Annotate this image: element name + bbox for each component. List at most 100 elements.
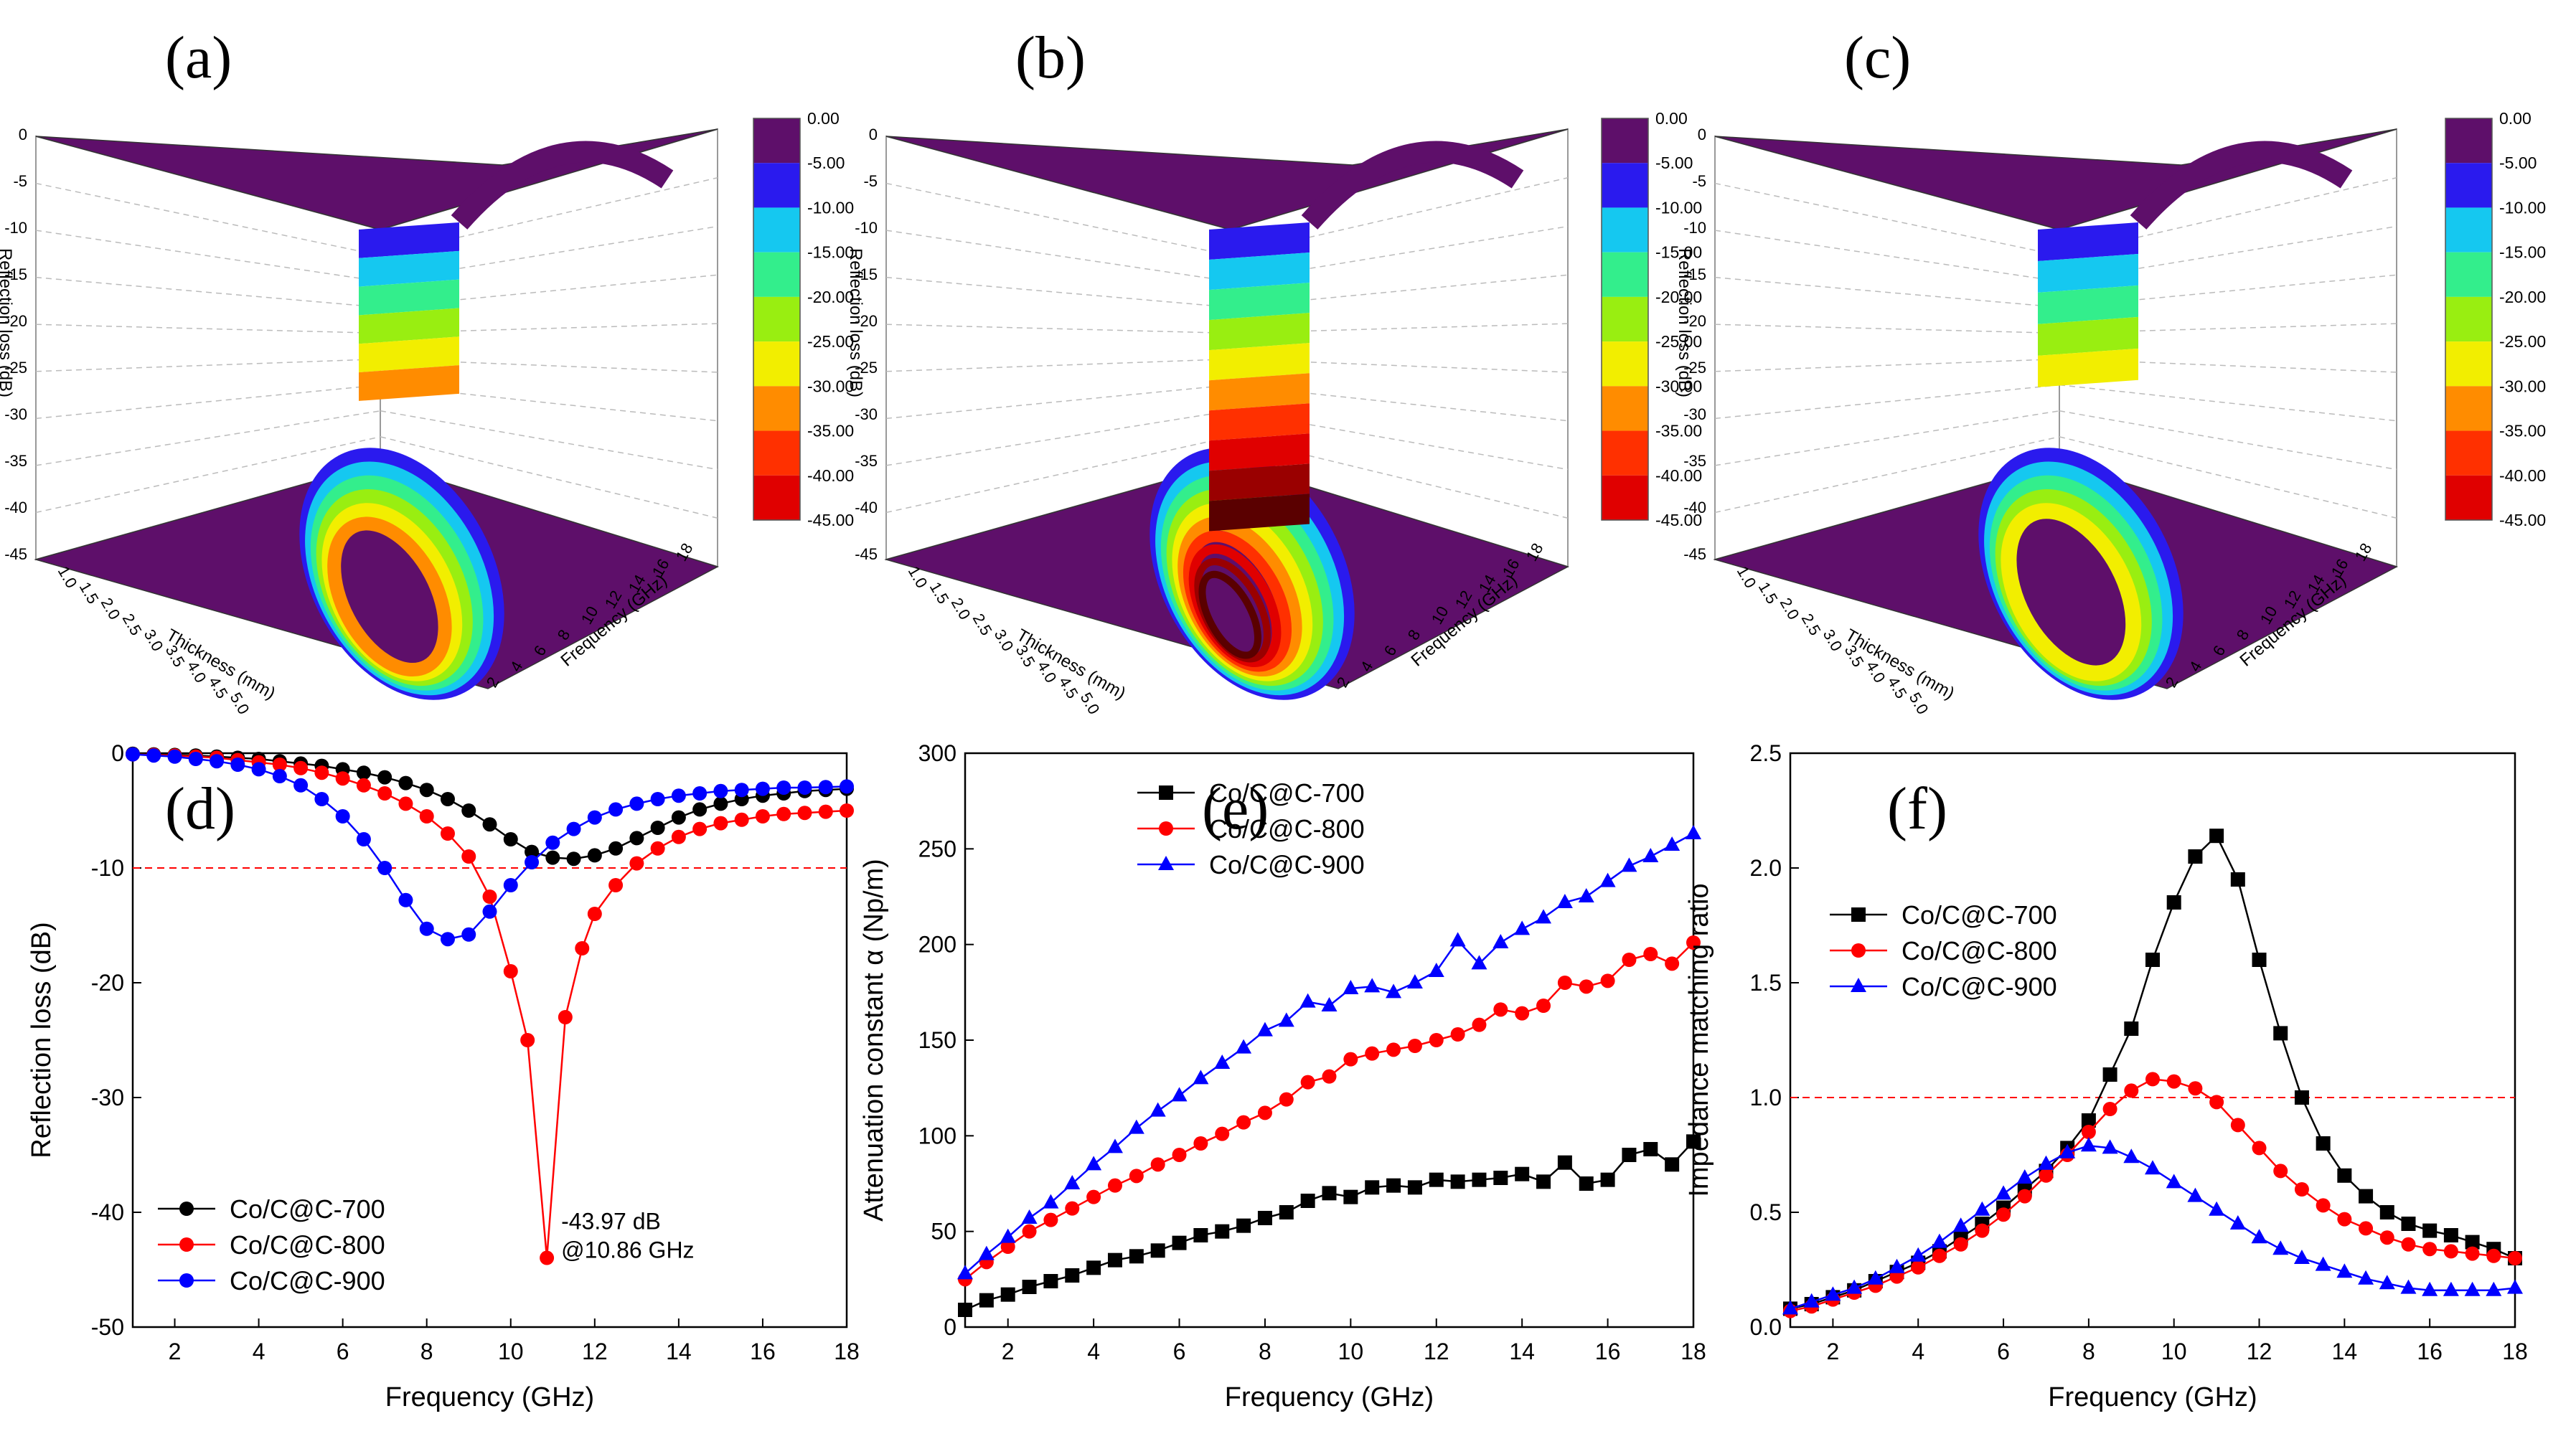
data-point-square: [1343, 1189, 1358, 1204]
wall-gridline: [380, 177, 718, 256]
data-point-circle: [2124, 1083, 2139, 1098]
data-point-triangle: [1000, 1228, 1016, 1243]
data-point-square: [1472, 1172, 1487, 1187]
data-point-triangle: [1889, 1258, 1905, 1273]
data-point-circle: [797, 780, 812, 795]
data-point-square: [1022, 1280, 1037, 1294]
data-point-circle: [755, 809, 770, 824]
data-point-circle: [2316, 1198, 2331, 1213]
data-point-triangle: [1214, 1054, 1231, 1069]
data-point-square: [2188, 849, 2203, 864]
data-point-triangle: [1021, 1209, 1038, 1224]
data-point-square: [1107, 1252, 1122, 1268]
y-tick-label: -10: [91, 855, 124, 881]
data-point-circle: [461, 849, 476, 864]
wall-gridline: [2059, 410, 2397, 471]
y-tick-label: 1.5: [1750, 970, 1782, 996]
data-point-triangle: [2422, 1281, 2438, 1296]
colorbar-segment: [753, 207, 800, 253]
colorbar-label: -35.00: [807, 422, 854, 440]
z-tick-label: -45: [4, 545, 27, 563]
data-point-triangle: [2272, 1240, 2289, 1255]
data-point-circle: [503, 964, 518, 978]
z-tick-label: 0: [19, 126, 27, 143]
data-point-circle: [2465, 1246, 2480, 1261]
colorbar-segment: [2445, 341, 2492, 387]
colorbar-frame: [2445, 118, 2493, 521]
data-point-circle: [2188, 1081, 2203, 1096]
data-point-square: [1086, 1260, 1101, 1275]
x-tick-label: 2: [1002, 1339, 1015, 1364]
z-tick-label: 0: [1698, 126, 1706, 143]
surface-plateau: [35, 128, 718, 230]
colorbar-segment: [1602, 118, 1648, 164]
x-tick-label: 4: [253, 1339, 265, 1364]
data-point-circle: [1536, 999, 1551, 1013]
surface-dip-band: [1209, 343, 1310, 381]
legend-label: Co/C@C-800: [1902, 936, 2057, 966]
data-point-square: [1557, 1155, 1572, 1170]
data-point-circle: [671, 788, 686, 803]
data-point-triangle: [2400, 1279, 2417, 1294]
x-tick-label: 6: [1173, 1339, 1186, 1364]
data-point-circle: [2422, 1242, 2438, 1257]
y-tick-label: 50: [931, 1219, 956, 1245]
data-point-circle: [356, 765, 371, 780]
wall-gridline: [1230, 436, 1569, 519]
panel-label-b: (b): [1015, 24, 1086, 91]
data-point-circle: [419, 921, 434, 936]
data-point-circle: [1086, 1189, 1101, 1204]
wall-gridline: [35, 230, 381, 282]
data-point-triangle: [1642, 848, 1659, 862]
data-point-square: [2124, 1021, 2139, 1036]
data-point-circle: [755, 781, 770, 796]
data-point-square: [1665, 1157, 1680, 1172]
x-tick-label: 14: [2332, 1339, 2358, 1364]
colorbar-label: -40.00: [2499, 466, 2546, 485]
data-point-triangle: [1236, 1039, 1252, 1054]
wall-gridline: [1714, 384, 2060, 420]
data-point-triangle: [1043, 1194, 1059, 1209]
data-point-triangle: [1128, 1119, 1144, 1134]
colorbar-segment: [1602, 341, 1648, 387]
data-point-circle: [2081, 1125, 2096, 1139]
colorbar-segment: [1602, 296, 1648, 342]
data-point-square: [2422, 1223, 2438, 1238]
x-tick-label: 18: [2502, 1339, 2528, 1364]
data-point-circle: [179, 1273, 194, 1288]
data-point-square: [1193, 1228, 1208, 1242]
data-point-circle: [1343, 1052, 1358, 1067]
wall-gridline: [1714, 182, 2060, 256]
data-point-triangle: [1599, 872, 1616, 887]
wall-gridline: [35, 384, 381, 420]
y-tick-label: 0: [111, 740, 124, 766]
z-tick-label: -40: [1683, 499, 1706, 516]
z-axis-title: Reflection loss (dB): [0, 248, 15, 397]
legend-label: Co/C@C-700: [1209, 778, 1365, 808]
wall-gridline: [380, 410, 718, 471]
data-point-triangle: [1086, 1156, 1102, 1171]
data-point-circle: [608, 878, 624, 892]
data-point-square: [1159, 785, 1173, 800]
x-tick-label: 16: [750, 1339, 776, 1364]
data-point-square: [1279, 1205, 1294, 1219]
surface-dip-band: [1209, 463, 1310, 501]
data-point-circle: [398, 796, 413, 811]
data-point-triangle: [2016, 1169, 2033, 1184]
z-tick-label: -15: [4, 265, 27, 283]
y-tick-label: 1.0: [1750, 1085, 1782, 1110]
wall-gridline: [885, 358, 1231, 372]
data-point-circle: [2166, 1074, 2181, 1089]
wall-gridline: [885, 436, 1231, 514]
data-point-square: [2166, 895, 2181, 910]
wall-gridline: [1230, 274, 1569, 308]
floor-projection: [1713, 462, 2398, 689]
data-point-circle: [293, 778, 309, 793]
data-point-circle: [545, 850, 560, 865]
data-point-circle: [650, 841, 665, 856]
data-point-triangle: [1556, 894, 1573, 908]
data-point-square: [1407, 1180, 1422, 1195]
data-point-circle: [2294, 1182, 2309, 1197]
z-tick-label: -5: [1692, 172, 1706, 190]
surface-dip-band: [359, 308, 459, 344]
